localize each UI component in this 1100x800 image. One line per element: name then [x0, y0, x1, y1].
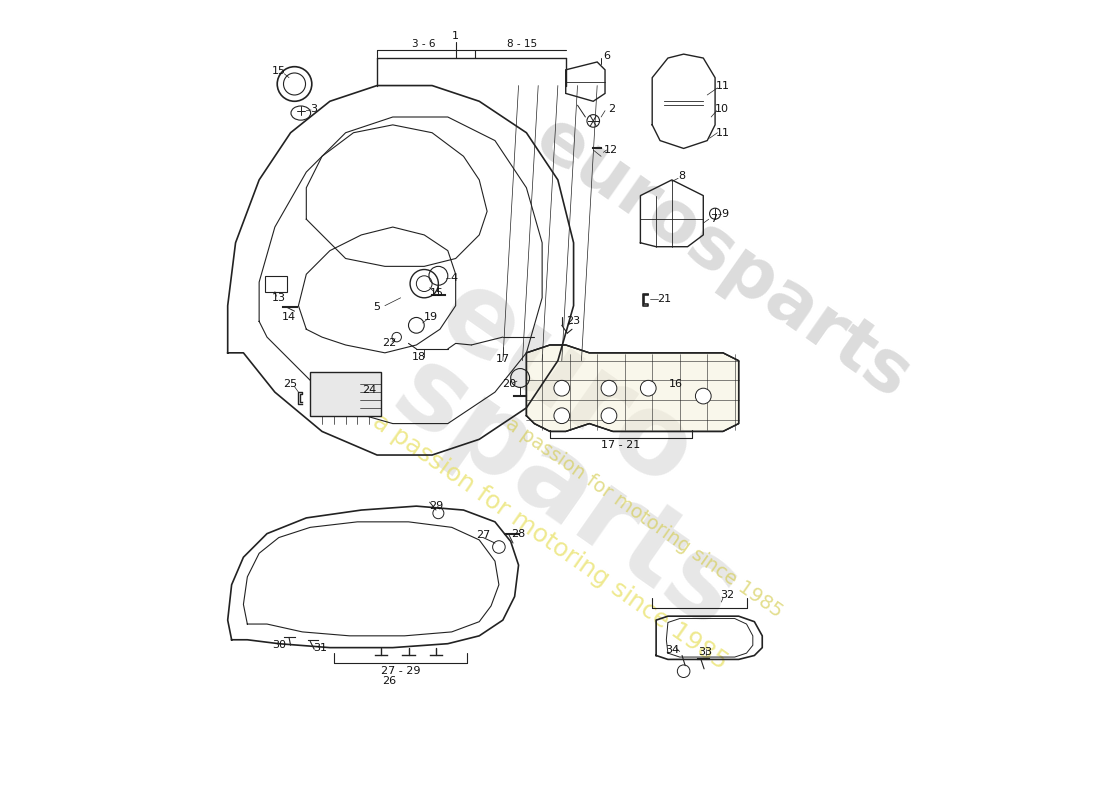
Text: 15: 15: [430, 288, 443, 298]
Text: 22: 22: [382, 338, 396, 349]
Text: euro: euro: [418, 258, 714, 510]
Text: 27: 27: [476, 530, 491, 540]
Text: 20: 20: [502, 379, 516, 390]
Text: 24: 24: [362, 385, 376, 394]
Text: 21: 21: [657, 294, 671, 304]
Text: a passion for motoring since 1985: a passion for motoring since 1985: [368, 409, 732, 674]
Text: 11: 11: [716, 81, 730, 90]
Circle shape: [601, 380, 617, 396]
Text: 17 - 21: 17 - 21: [601, 440, 640, 450]
Text: 16: 16: [669, 379, 683, 390]
Text: sparts: sparts: [373, 338, 758, 651]
Text: 30: 30: [272, 640, 286, 650]
Text: 2: 2: [608, 104, 615, 114]
Polygon shape: [527, 345, 739, 431]
Circle shape: [695, 388, 712, 404]
Text: 15: 15: [272, 66, 286, 77]
Text: 1: 1: [452, 31, 459, 41]
Text: 7: 7: [710, 214, 717, 224]
Text: 34: 34: [664, 645, 679, 655]
Text: 9: 9: [720, 209, 728, 218]
Text: 23: 23: [566, 316, 581, 326]
Bar: [310, 373, 381, 416]
Text: 31: 31: [314, 642, 328, 653]
Text: 26: 26: [382, 677, 396, 686]
Text: 12: 12: [604, 145, 618, 155]
Text: 19: 19: [424, 313, 438, 322]
Circle shape: [601, 408, 617, 423]
Text: 8: 8: [679, 171, 685, 181]
Circle shape: [554, 408, 570, 423]
Text: 5: 5: [374, 302, 381, 312]
Text: 25: 25: [284, 379, 298, 390]
Text: 14: 14: [282, 312, 296, 322]
Text: a passion for motoring since 1985: a passion for motoring since 1985: [503, 414, 786, 622]
Text: 17: 17: [496, 354, 510, 364]
Text: 28: 28: [512, 529, 526, 538]
Text: 13: 13: [272, 293, 286, 303]
Circle shape: [640, 380, 656, 396]
Text: 18: 18: [411, 352, 426, 362]
Text: eurosparts: eurosparts: [522, 103, 924, 414]
Text: 3: 3: [310, 104, 318, 114]
Text: 10: 10: [714, 104, 728, 114]
Text: 33: 33: [698, 646, 713, 657]
Text: 8 - 15: 8 - 15: [507, 39, 538, 49]
Text: 11: 11: [716, 128, 730, 138]
Text: 6: 6: [603, 50, 611, 61]
Text: 27 - 29: 27 - 29: [381, 666, 420, 676]
Bar: [265, 276, 287, 291]
Text: 32: 32: [719, 590, 734, 600]
Circle shape: [554, 380, 570, 396]
Text: 3 - 6: 3 - 6: [412, 39, 436, 49]
Text: 4: 4: [451, 273, 458, 283]
Text: 29: 29: [429, 501, 443, 511]
